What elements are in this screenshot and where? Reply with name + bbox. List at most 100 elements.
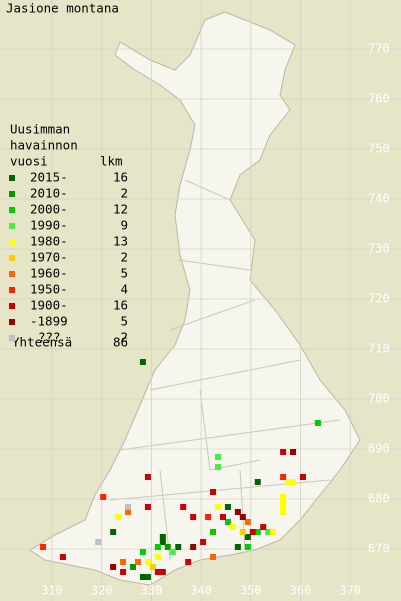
observation [244,534,251,540]
observation [125,509,132,515]
legend-swatch [9,271,15,277]
observation [144,559,151,565]
observation [154,554,161,560]
observation [280,494,287,500]
country-outline [29,11,361,586]
legend-label: 2000- [30,202,68,217]
observation [290,479,297,485]
x-grid-label: 370 [339,584,361,598]
observation [95,539,102,545]
observation [210,489,217,495]
observation [144,474,151,480]
legend-count: 5 [120,314,128,329]
observation [139,549,146,555]
legend-label: 1900- [30,298,68,313]
y-grid-label: 720 [368,292,390,306]
observation [180,504,187,510]
y-grid-label: 680 [368,492,390,506]
legend-swatch [9,303,15,309]
observation [159,539,166,545]
observation [280,474,287,480]
observation [200,539,207,545]
observation [144,504,151,510]
observation [144,574,151,580]
observation [214,504,221,510]
observation [224,504,231,510]
legend-swatch [9,239,15,245]
observation [159,534,166,540]
legend-label: ??? [38,330,61,345]
legend-header: havainnon [10,138,78,153]
legend-count: 2 [120,330,128,345]
legend-count: 4 [120,282,128,297]
observation [100,494,107,500]
observation [120,559,127,565]
y-grid-label: 710 [368,342,390,356]
observation [205,514,212,520]
legend-swatch [9,319,15,325]
total-label: Yhteensä [12,335,72,350]
observation [210,554,217,560]
legend-swatch [9,335,15,341]
observation [224,519,231,525]
observation [130,564,137,570]
legend-label: -1899 [30,314,68,329]
observation [154,544,161,550]
observations [40,359,321,580]
legend-header: Uusimman [10,122,70,137]
x-grid-label: 330 [141,584,163,598]
legend-label: 1990- [30,218,68,233]
legend-count: 5 [120,266,128,281]
legend-swatch [9,287,15,293]
legend-count: 2 [120,250,128,265]
observation [239,529,246,535]
observation [149,564,156,570]
observation [244,519,251,525]
total-value: 86 [113,335,128,350]
observation [229,524,236,530]
observation [234,509,241,515]
observation [210,529,217,535]
observation [40,544,47,550]
observation [164,544,171,550]
observation [110,564,117,570]
x-grid-label: 340 [190,584,212,598]
legend-count: 16 [113,298,128,313]
observation [265,529,272,535]
observation [214,454,221,460]
y-grid-label: 730 [368,242,390,256]
region-borders [109,179,341,561]
legend: Jasione montana Uusimman havainnon vuosi… [6,1,128,350]
observation [254,529,261,535]
legend-swatch [9,175,15,181]
observation [120,569,127,575]
observation [115,514,122,520]
legend-label: 1960- [30,266,68,281]
observation [134,559,141,565]
observation [314,420,321,426]
observation [254,479,261,485]
legend-swatch [9,207,15,213]
observation [139,359,146,365]
observation [244,544,251,550]
observation [280,499,287,505]
observation [219,514,226,520]
observation [110,529,117,535]
observation [299,474,306,480]
observation [239,514,246,520]
observation [280,509,287,515]
legend-label: 1980- [30,234,68,249]
observation [214,464,221,470]
observation [290,449,297,455]
observation [125,504,132,510]
observation [190,514,197,520]
observation [185,559,192,565]
y-grid-label: 770 [368,42,390,56]
observation [280,449,287,455]
legend-swatch [9,255,15,261]
observation [234,544,241,550]
x-grid-label: 320 [91,584,113,598]
legend-label: 2015- [30,170,68,185]
x-grid-label: 350 [240,584,262,598]
